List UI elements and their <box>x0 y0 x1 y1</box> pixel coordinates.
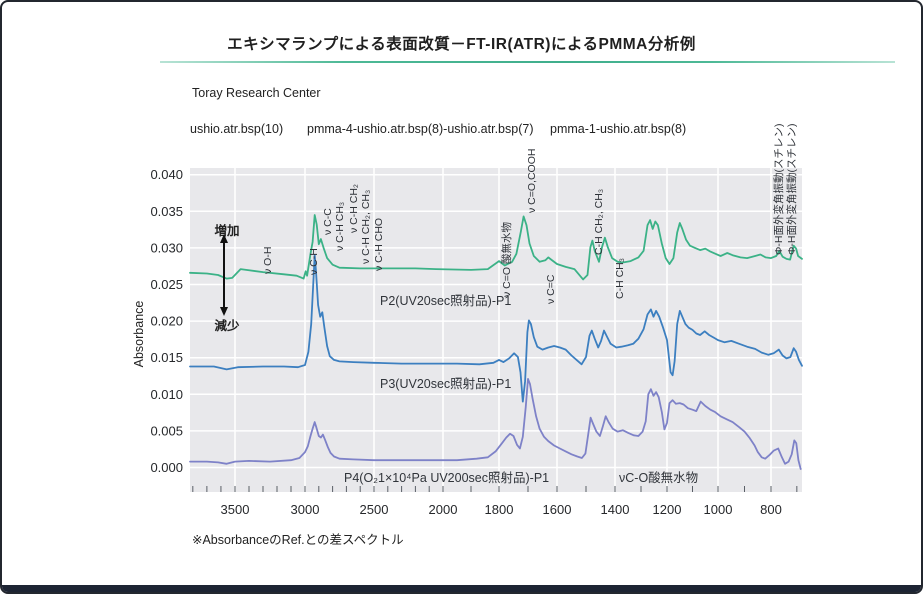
y-tick-label: 0.015 <box>150 350 183 365</box>
peak-annotation: ν C-H CH₃ <box>334 201 346 251</box>
curve-label: νC-O酸無水物 <box>619 471 699 485</box>
y-tick-label: 0.035 <box>150 204 183 219</box>
footnote: ※AbsorbanceのRef.との差スペクトル <box>192 533 404 547</box>
x-tick-label: 1200 <box>653 502 682 517</box>
spectrum-line-2 <box>189 254 803 403</box>
x-tick-label: 1600 <box>543 502 572 517</box>
peak-annotation: ν C=C <box>545 274 557 304</box>
x-tick-label: 3500 <box>221 502 250 517</box>
curve-label: P3(UV20sec照射品)-P1 <box>380 377 512 391</box>
plot-area <box>190 168 802 492</box>
x-tick-label: 2000 <box>429 502 458 517</box>
peak-annotation: ν C-H CH₂, CH₃ <box>360 189 372 264</box>
peak-annotation: Φ-H面外変角振動(スチレン) <box>786 123 798 255</box>
curve-label: P2(UV20sec照射品)-P1 <box>380 294 512 308</box>
spectrum-line-3 <box>189 377 802 470</box>
bottom-accent-bar <box>2 585 921 592</box>
peak-annotation: ν C-C <box>322 208 334 235</box>
organization-name: Toray Research Center <box>192 86 321 100</box>
file-label-2: pmma-4-ushio.atr.bsp(8)-ushio.atr.bsp(7) <box>307 122 534 136</box>
peak-annotation: Φ-H面外変角振動(スチレン) <box>773 123 785 255</box>
x-tick-label: 1000 <box>704 502 733 517</box>
y-tick-label: 0.020 <box>150 314 183 329</box>
peak-annotation: ν C-H CHO <box>373 217 385 271</box>
x-tick-label: 1800 <box>485 502 514 517</box>
file-label-3: pmma-1-ushio.atr.bsp(8) <box>550 122 687 136</box>
y-tick-label: 0.040 <box>150 167 183 182</box>
x-tick-label: 3000 <box>291 502 320 517</box>
y-tick-label: 0.005 <box>150 423 183 438</box>
peak-annotation: ν C=O 酸無水物 <box>501 222 513 297</box>
y-tick-label: 0.030 <box>150 240 183 255</box>
y-tick-label: 0.025 <box>150 277 183 292</box>
peak-annotation: ν C-H CH₂ <box>348 184 360 233</box>
peak-annotation: ν O-H <box>262 246 274 274</box>
increase-decrease-arrow <box>220 234 228 316</box>
peak-annotation: C-H CH₃ <box>614 257 626 299</box>
peak-annotation: ν C=O,COOH <box>526 148 538 213</box>
arrowhead-down-icon <box>220 307 228 316</box>
spectrum-line-1 <box>189 214 803 281</box>
decrease-label: 減少 <box>214 319 240 333</box>
x-tick-label: 2500 <box>360 502 389 517</box>
x-tick-label: 1400 <box>601 502 630 517</box>
slide-title: エキシマランプによる表面改質－FT-IR(ATR)によるPMMA分析例 <box>227 36 696 53</box>
x-tick-label: 800 <box>760 502 782 517</box>
spectra-plot: 3500 3000 2500 2000 1800 1600 1400 1200 1000 800 0… <box>150 167 803 517</box>
peak-annotation: ν C-H <box>308 248 320 275</box>
y-tick-label: 0.010 <box>150 387 183 402</box>
file-label-1: ushio.atr.bsp(10) <box>190 122 284 136</box>
curve-label: P4(O₂1×10⁴Pa UV200sec照射品)-P1 <box>344 471 550 485</box>
peak-annotation: C-H CH₂, CH₃ <box>593 188 605 255</box>
y-tick-label: 0.000 <box>150 460 183 475</box>
title-underline <box>160 61 895 63</box>
arrowhead-up-icon <box>220 234 228 243</box>
